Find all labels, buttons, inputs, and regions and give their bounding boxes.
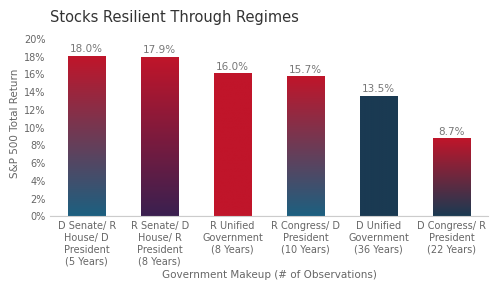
Text: 15.7%: 15.7% (289, 65, 322, 75)
Text: 17.9%: 17.9% (143, 45, 176, 55)
Text: Stocks Resilient Through Regimes: Stocks Resilient Through Regimes (50, 10, 299, 25)
Text: 16.0%: 16.0% (216, 62, 249, 72)
Text: 13.5%: 13.5% (362, 84, 395, 95)
Y-axis label: S&P 500 Total Return: S&P 500 Total Return (10, 68, 20, 178)
Text: 8.7%: 8.7% (438, 127, 465, 137)
X-axis label: Government Makeup (# of Observations): Government Makeup (# of Observations) (162, 270, 376, 280)
Text: 18.0%: 18.0% (70, 44, 103, 55)
